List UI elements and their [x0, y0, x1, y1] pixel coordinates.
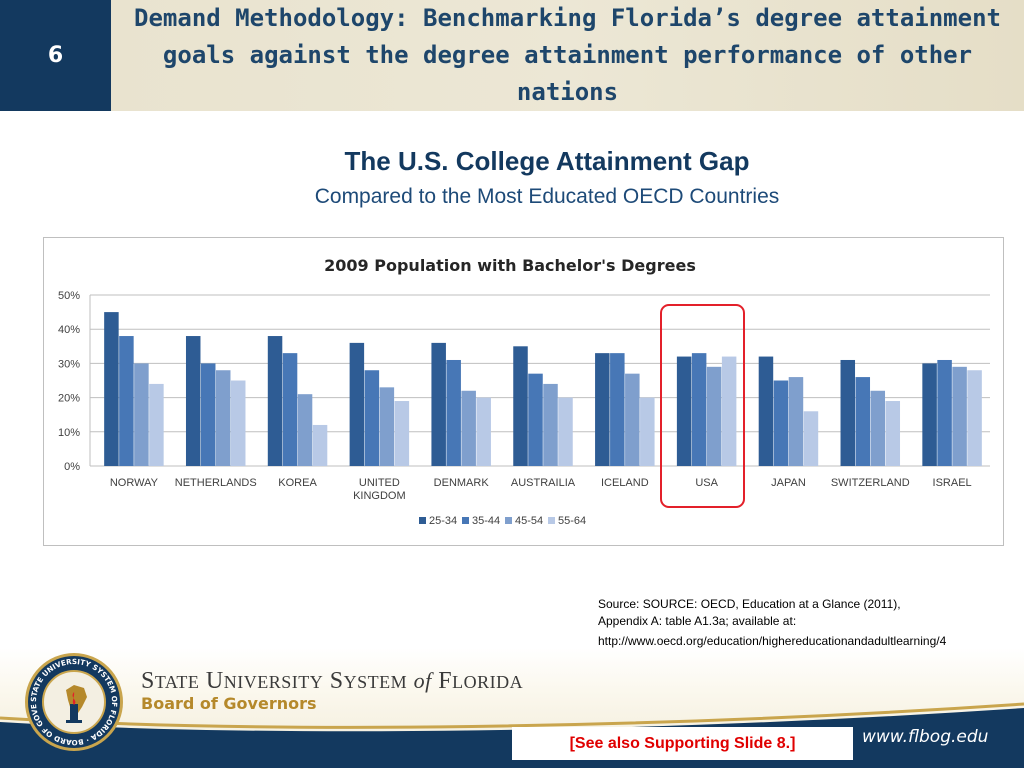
chart-heading: The U.S. College Attainment Gap [344, 146, 750, 176]
x-tick-label: AUSTRAILIA [511, 477, 576, 489]
legend-swatch [505, 517, 512, 524]
bar [610, 353, 625, 466]
bar [476, 397, 491, 466]
bar [922, 363, 937, 466]
x-tick-label: DENMARK [434, 477, 490, 489]
bar [758, 356, 774, 466]
bar [379, 387, 395, 466]
org-name: STATE UNIVERSITY SYSTEM of FLORIDA [141, 668, 524, 694]
bar [885, 401, 901, 466]
slide-title: Demand Methodology: Benchmarking Florida… [134, 4, 1001, 106]
bar [312, 424, 328, 466]
bar [788, 377, 804, 466]
x-tick-label: SWITZERLAND [831, 477, 910, 489]
bar [282, 353, 298, 466]
slide-number-box: 6 [0, 0, 111, 111]
bar [349, 342, 365, 466]
bar [595, 353, 610, 466]
x-tick-label: ISRAEL [933, 477, 972, 489]
bar [297, 394, 313, 466]
x-tick-label: NORWAY [110, 477, 159, 489]
see-also-link[interactable]: [See also Supporting Slide 8.] [512, 727, 853, 760]
legend-label: 55-64 [558, 515, 586, 527]
y-tick-label: 10% [58, 427, 80, 439]
legend-swatch [462, 517, 469, 524]
bar [215, 370, 231, 466]
legend-label: 35-44 [472, 515, 500, 527]
legend-label: 25-34 [429, 515, 457, 527]
x-tick-label: NETHERLANDS [175, 477, 257, 489]
bar [119, 336, 134, 466]
chart-title: 2009 Population with Bachelor's Degrees [324, 256, 696, 275]
bar [967, 370, 982, 466]
x-tick-label: KINGDOM [353, 490, 406, 502]
chart-subheading: Compared to the Most Educated OECD Count… [314, 185, 780, 208]
bar [803, 411, 819, 466]
bar [558, 397, 573, 466]
bar [640, 397, 655, 466]
bar [513, 346, 528, 466]
bar [952, 366, 967, 466]
bar [528, 373, 543, 466]
source-citation: Source: SOURCE: OECD, Education at a Gla… [598, 597, 901, 628]
website-link[interactable]: www.flbog.edu [862, 727, 989, 747]
bar [446, 359, 461, 466]
florida-seal-logo: STATE UNIVERSITY SYSTEM OF FLORIDA · BOA… [24, 652, 123, 751]
bar [937, 359, 952, 466]
chart-frame: 2009 Population with Bachelor's Degrees 0… [43, 237, 1004, 546]
x-tick-label: ICELAND [601, 477, 649, 489]
bar [855, 377, 871, 466]
x-tick-label: UNITED [359, 477, 400, 489]
x-tick-label: USA [695, 477, 718, 489]
bar [394, 401, 410, 466]
y-tick-label: 30% [58, 358, 80, 370]
y-tick-label: 20% [58, 393, 80, 405]
legend-swatch [548, 517, 555, 524]
usa-highlight-box [660, 304, 745, 508]
bar [134, 363, 149, 466]
bar-chart: 2009 Population with Bachelor's Degrees 0… [58, 256, 990, 527]
bar [870, 390, 886, 466]
bar [721, 356, 737, 466]
x-tick-label: KOREA [278, 477, 317, 489]
bar [543, 383, 558, 466]
bar [840, 359, 856, 466]
bar [185, 336, 201, 466]
bar [104, 312, 119, 466]
legend-label: 45-54 [515, 515, 543, 527]
bar [625, 373, 640, 466]
bar [200, 363, 216, 466]
y-tick-label: 50% [58, 290, 80, 302]
y-tick-label: 0% [64, 461, 80, 473]
bar [149, 383, 164, 466]
bar [364, 370, 380, 466]
bar [691, 353, 707, 466]
bar [676, 356, 692, 466]
bar [230, 380, 246, 466]
bar [706, 366, 722, 466]
org-subtitle: Board of Governors [141, 694, 317, 713]
x-tick-label: JAPAN [771, 477, 806, 489]
bar [267, 336, 283, 466]
bar [461, 390, 476, 466]
y-tick-label: 40% [58, 324, 80, 336]
legend-swatch [419, 517, 426, 524]
title-band: Demand Methodology: Benchmarking Florida… [111, 0, 1024, 111]
bar [431, 342, 446, 466]
bar [773, 380, 789, 466]
slide-number: 6 [47, 43, 64, 68]
